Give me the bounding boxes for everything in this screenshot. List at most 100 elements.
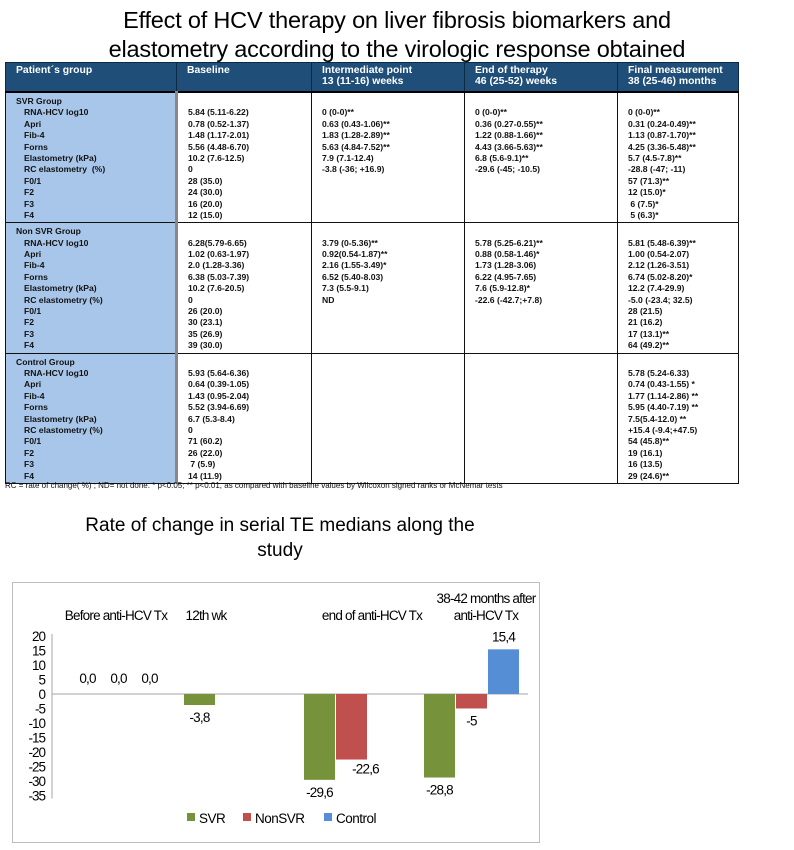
value-cell-baseline: 5.93 (5.64-6.36) 0.64 (0.39-1.05) 1.43 (0.… <box>176 353 312 484</box>
row-label: Forns <box>24 141 48 152</box>
cell-value: 6.52 (5.40-8.03) <box>322 271 384 282</box>
value-cell-final: 0 (0-0)** 0.31 (0.24-0.49)** 1.13 (0.87-1.… <box>617 92 739 224</box>
table-footnote: RC = rate of change( %) ; ND= not done. … <box>5 481 503 490</box>
row-label: F3 <box>24 198 35 209</box>
cell-value: 39 (30.0) <box>188 340 223 351</box>
value-cell-baseline: 5.84 (5.11-6.22) 0.78 (0.52-1.37) 1.48 (1.… <box>176 92 312 224</box>
cell-value: 7 (5.9) <box>188 459 216 470</box>
cell-value: 1.73 (1.28-3.06) <box>475 260 537 271</box>
cell-value: 0.88 (0.58-1.46)* <box>475 249 540 260</box>
value-cell-final: 5.81 (5.48-6.39)** 1.00 (0.54-2.07) 2.12 (… <box>617 222 739 354</box>
cell-value: -28.8 (-47; -11) <box>628 164 686 175</box>
cell-value: -29.6 (-45; -10.5) <box>475 164 540 175</box>
cell-value: 0.31 (0.24-0.49)** <box>628 118 696 129</box>
cell-value: 5.7 (4.5-7.8)** <box>628 152 682 163</box>
cell-value: 0 <box>188 424 193 435</box>
row-label: F2 <box>24 447 35 458</box>
category-label: anti-HCV Tx <box>454 608 520 623</box>
cell-value: 0.64 (0.39-1.05) <box>188 379 250 390</box>
cell-value: 0 <box>188 294 193 305</box>
title-line-2: elastometry according to the virologic r… <box>108 36 686 62</box>
title-line-1: Effect of HCV therapy on liver fibrosis … <box>123 7 671 33</box>
cell-value: 2.12 (1.26-3.51) <box>628 260 690 271</box>
category-label: end of anti-HCV Tx <box>322 608 423 623</box>
cell-value: 0 (0-0)** <box>628 107 660 118</box>
row-label: F3 <box>24 459 35 470</box>
cell-value: 6.38 (5.03-7.39) <box>188 271 250 282</box>
cell-value: 6.8 (5.6-9.1)** <box>475 152 529 163</box>
page-title: Effect of HCV therapy on liver fibrosis … <box>0 6 794 64</box>
y-tick-label: 20 <box>32 629 46 644</box>
cell-value: 1.48 (1.17-2.01) <box>188 130 250 141</box>
row-label: Elastometry (kPa) <box>24 413 97 424</box>
cell-value: 5.93 (5.64-6.36) <box>188 367 250 378</box>
cell-value: 0.74 (0.43-1.55) * <box>628 379 695 390</box>
row-label: F2 <box>24 187 35 198</box>
table-group-row: SVR Group RNA-HCV log10 Apri Fib-4 Forns Elas… <box>5 92 739 224</box>
cell-value: 7.3 (5.5-9.1) <box>322 283 369 294</box>
cell-value: +15.4 (-9.4;+47.5) <box>628 424 698 435</box>
bar-value-label: 0,0 <box>141 671 158 686</box>
cell-value: 1.00 (0.54-2.07) <box>628 249 690 260</box>
group-name: SVR Group <box>16 96 62 106</box>
row-label: RC elastometry (%) <box>24 164 106 175</box>
bar-svr <box>184 694 215 706</box>
cell-value: 4.25 (3.36-5.48)** <box>628 141 696 152</box>
row-label: Elastometry (kPa) <box>24 152 97 163</box>
row-label: RNA-HCV log10 <box>24 367 89 378</box>
cell-value: 5.81 (5.48-6.39)** <box>628 237 696 248</box>
cell-value: 0 <box>188 164 193 175</box>
cell-value: 57 (71.3)** <box>628 175 670 186</box>
cell-value: 5.95 (4.40-7.19) ** <box>628 402 699 413</box>
y-tick-label: 15 <box>32 644 46 659</box>
row-label: F0/1 <box>24 306 42 317</box>
row-label: RC elastometry (%) <box>24 294 103 305</box>
header-patient-group: Patient´s group <box>5 62 177 93</box>
cell-value: 12 (15.0)* <box>628 187 666 198</box>
value-cell-final: 5.78 (5.24-6.33) 0.74 (0.43-1.55) * 1.77 (… <box>617 353 739 484</box>
cell-value: 2.0 (1.28-3.36) <box>188 260 245 271</box>
row-label: Fib-4 <box>24 390 45 401</box>
y-tick-label: -30 <box>28 774 45 789</box>
category-label: 38-42 months after <box>437 591 537 606</box>
bar-value-label: -22,6 <box>352 762 379 777</box>
row-label: F0/1 <box>24 175 42 186</box>
row-label: F2 <box>24 317 35 328</box>
row-label: Forns <box>24 271 48 282</box>
cell-value: -5.0 (-23.4; 32.5) <box>628 294 693 305</box>
cell-value: 16 (20.0) <box>188 198 223 209</box>
cell-value: 0 (0-0)** <box>475 107 507 118</box>
bar-value-label: -3,8 <box>189 710 209 725</box>
value-cell-baseline: 6.28(5.79-6.65) 1.02 (0.63-1.97) 2.0 (1.28… <box>176 222 312 354</box>
cell-value: 54 (45.8)** <box>628 436 670 447</box>
row-label: Forns <box>24 402 48 413</box>
bar-value-label: -5 <box>466 714 477 729</box>
legend-label-nonsvr: NonSVR <box>255 811 305 826</box>
table-header-row: Patient´s group Baseline Intermediate po… <box>5 62 739 93</box>
row-label: Elastometry (kPa) <box>24 283 97 294</box>
bar-control <box>488 649 519 694</box>
y-tick-label: 10 <box>32 658 46 673</box>
legend-swatch-control <box>324 813 332 821</box>
y-tick-label: -35 <box>28 789 45 804</box>
cell-value: 35 (26.9) <box>188 328 223 339</box>
cell-value: 0.63 (0.43-1.06)** <box>322 118 390 129</box>
group-name: Control Group <box>16 356 75 367</box>
cell-value: 1.02 (0.63-1.97) <box>188 249 250 260</box>
y-tick-label: -20 <box>28 745 45 760</box>
cell-value: 4.43 (3.66-5.63)** <box>475 141 543 152</box>
cell-value: 7.9 (7.1-12.4) <box>322 152 374 163</box>
cell-value: -3.8 (-36; +16.9) <box>322 164 385 175</box>
value-cell-intermediate <box>311 353 465 484</box>
group-label-cell: Control Group RNA-HCV log10 Apri Fib-4 Forns… <box>5 353 178 484</box>
group-label-cell: Non SVR Group RNA-HCV log10 Apri Fib-4 Forns… <box>5 222 178 354</box>
row-label: F0/1 <box>24 436 42 447</box>
chart-title-line-2: study <box>257 540 303 561</box>
bar-value-label: 15,4 <box>492 629 516 644</box>
cell-value: 5.78 (5.24-6.33) <box>628 367 690 378</box>
cell-value: 1.83 (1.28-2.89)** <box>322 130 390 141</box>
legend-swatch-svr <box>187 813 195 821</box>
row-label: Apri <box>24 379 42 390</box>
cell-value: 12.2 (7.4-29.9) <box>628 283 685 294</box>
